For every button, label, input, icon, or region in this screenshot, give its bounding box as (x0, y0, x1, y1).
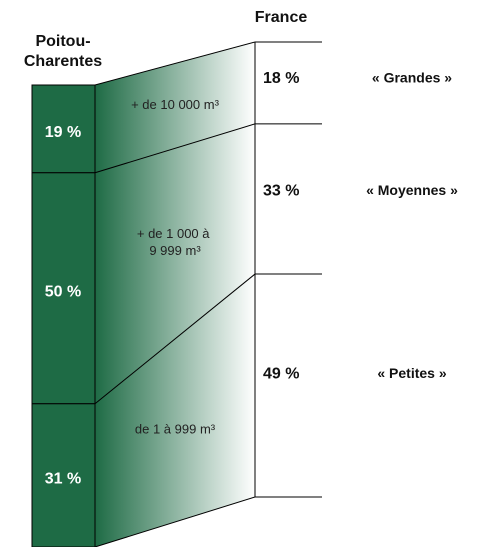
legend-label: « Grandes » (372, 70, 452, 86)
value-label: 19 % (45, 124, 81, 141)
legend-label: « Moyennes » (366, 182, 458, 198)
connector-band (95, 274, 255, 547)
bar-segment (31, 403, 96, 548)
connector-line (94, 123, 256, 174)
size-description: + de 1 000 à 9 999 m³ (137, 227, 213, 259)
connector-line (94, 273, 256, 405)
value-label: 18 % (263, 70, 299, 87)
bar-segment (31, 172, 96, 405)
category-label: France (255, 9, 308, 26)
connector-band (95, 123, 255, 404)
category-label: Poitou-Charentes (24, 33, 102, 70)
value-label: 49 % (263, 366, 299, 383)
size-description: de 1 à 999 m³ (135, 422, 216, 437)
bar-segment (255, 274, 322, 497)
legend-label: « Petites » (377, 365, 446, 381)
connector-line (94, 496, 256, 548)
connector-line (94, 41, 256, 86)
value-label: 50 % (45, 283, 81, 300)
bar-segment (31, 84, 96, 174)
value-label: 31 % (45, 471, 81, 488)
size-description: + de 10 000 m³ (131, 97, 219, 112)
value-label: 33 % (263, 183, 299, 200)
